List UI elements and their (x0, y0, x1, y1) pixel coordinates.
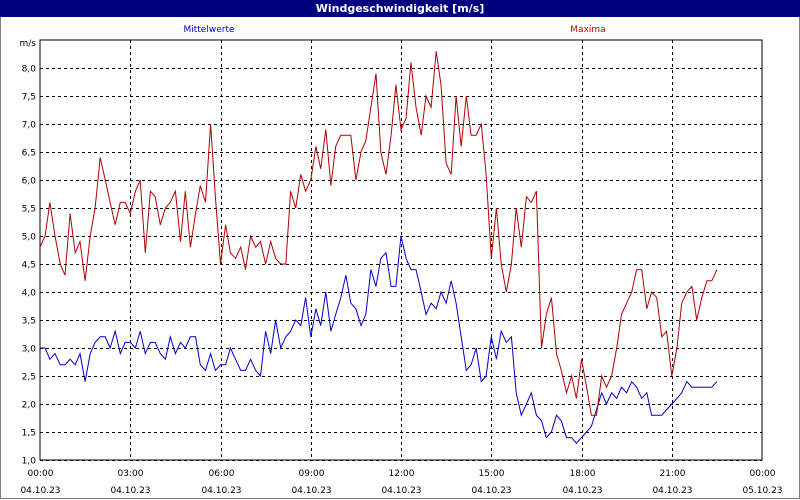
y-tick-label: 7,5 (22, 93, 36, 103)
x-tick-date-label: 04.10.23 (20, 486, 60, 496)
series-line-maxima (39, 51, 718, 416)
y-tick-label: 1,5 (22, 429, 36, 439)
x-tick-time-label: 00:00 (750, 469, 776, 479)
y-tick-label: 5,5 (22, 205, 36, 215)
x-tick-time-label: 12:00 (389, 469, 415, 479)
y-tick-label: 3,0 (22, 345, 37, 355)
x-tick-time-label: 00:00 (28, 469, 54, 479)
x-tick-time-label: 21:00 (660, 469, 686, 479)
y-tick-label: 4,0 (22, 289, 37, 299)
y-tick-label: 6,5 (22, 149, 36, 159)
y-tick-label: 1,0 (22, 457, 37, 467)
y-tick-label: 5,0 (22, 233, 37, 243)
x-tick-date-label: 04.10.23 (291, 486, 331, 496)
y-axis-unit-label: m/s (20, 39, 37, 49)
x-tick-date-label: 04.10.23 (471, 486, 511, 496)
x-tick-time-label: 15:00 (479, 469, 505, 479)
chart-frame: 1,0 1,5 2,0 2,5 3,0 3,5 4,0 4,5 5,0 5,5 6,0 6,5 7,0 7… (0, 17, 800, 499)
x-tick-time-label: 09:00 (299, 469, 325, 479)
series-line-mittelwerte (40, 235, 718, 444)
x-tick-time-label: 18:00 (570, 469, 596, 479)
x-tick-date-label: 04.10.23 (381, 486, 421, 496)
wind-speed-chart: 1,0 1,5 2,0 2,5 3,0 3,5 4,0 4,5 5,0 5,5 6,0 6,5 7,0 7… (20, 25, 783, 496)
chart-title: Windgeschwindigkeit [m/s] (0, 0, 800, 17)
x-tick-date-label: 04.10.23 (652, 486, 692, 496)
y-tick-label: 4,5 (22, 261, 36, 271)
legend-maxima: Maxima (570, 25, 605, 35)
y-tick-label: 6,0 (22, 177, 37, 187)
x-tick-date-label: 04.10.23 (201, 486, 241, 496)
y-tick-label: 8,0 (22, 65, 37, 75)
x-tick-date-label: 05.10.23 (742, 486, 782, 496)
y-tick-label: 7,0 (22, 121, 37, 131)
legend-mittelwerte: Mittelwerte (183, 25, 234, 35)
y-tick-label: 3,5 (22, 317, 36, 327)
y-tick-label: 2,5 (22, 373, 36, 383)
x-tick-time-label: 03:00 (118, 469, 144, 479)
x-tick-time-label: 06:00 (209, 469, 235, 479)
y-tick-label: 2,0 (22, 401, 37, 411)
x-tick-date-label: 04.10.23 (562, 486, 602, 496)
x-tick-date-label: 04.10.23 (110, 486, 150, 496)
